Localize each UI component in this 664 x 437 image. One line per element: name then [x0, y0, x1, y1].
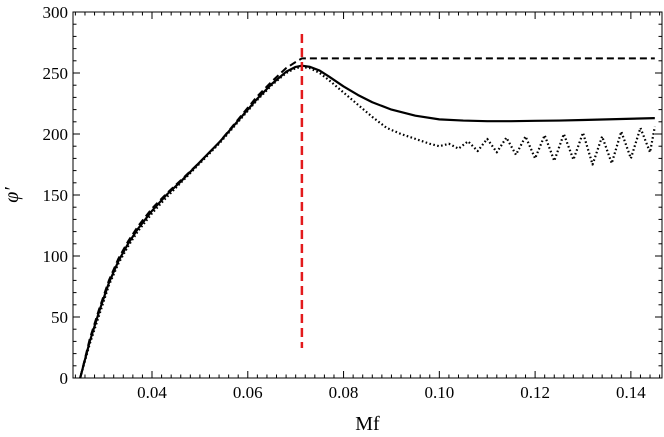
tick-labels: 0.04 0.06 0.08 0.10 0.12 0.14 0 50 100 150 200 250 3…	[43, 3, 647, 402]
series-line-solid	[79, 64, 655, 379]
x-tick-label: 0.04	[137, 383, 167, 402]
y-tick-label: 300	[43, 3, 69, 22]
y-tick-label: 200	[43, 125, 69, 144]
x-tick-label: 0.12	[520, 383, 550, 402]
axis-ticks	[73, 11, 662, 379]
y-axis-label: φ′	[1, 187, 23, 203]
x-tick-label: 0.10	[424, 383, 454, 402]
x-tick-label: 0.08	[329, 383, 359, 402]
x-tick-label: 0.14	[616, 383, 646, 402]
series-line-dotted	[79, 65, 656, 379]
x-axis-label: Mf	[355, 413, 380, 435]
y-tick-label: 150	[43, 186, 69, 205]
series-line-dashed	[79, 57, 655, 379]
y-tick-label: 0	[60, 369, 69, 388]
plot-frame	[72, 11, 663, 379]
plot-border	[72, 11, 663, 379]
y-tick-label: 50	[51, 308, 68, 327]
y-tick-label: 250	[43, 64, 69, 83]
y-tick-label: 100	[43, 247, 69, 266]
series-lines	[79, 57, 656, 379]
x-tick-label: 0.06	[233, 383, 263, 402]
